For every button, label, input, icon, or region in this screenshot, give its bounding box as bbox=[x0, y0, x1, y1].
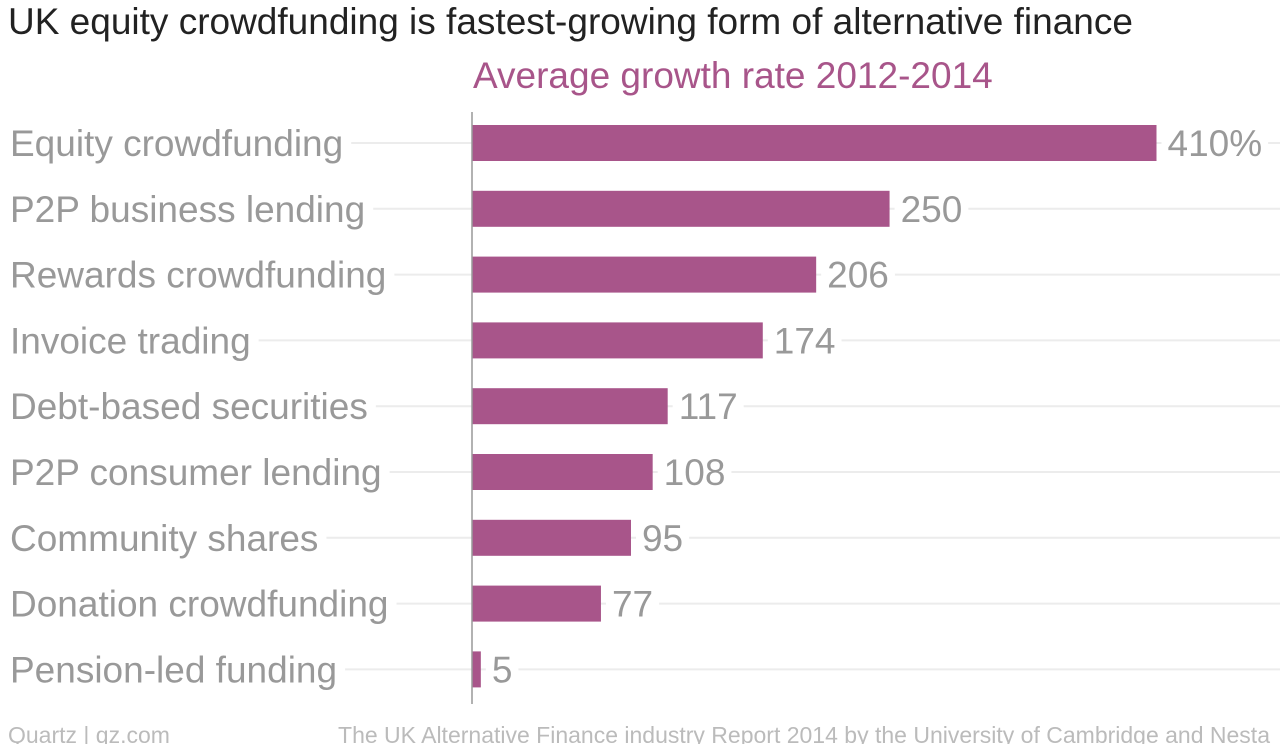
bar bbox=[472, 519, 631, 556]
category-label-group: P2P business lending bbox=[6, 188, 374, 230]
bar bbox=[472, 454, 653, 490]
value-label-background bbox=[821, 254, 895, 296]
category-label: Rewards crowdfunding bbox=[10, 255, 386, 296]
value-label-background bbox=[1161, 123, 1269, 164]
category-label-background bbox=[6, 583, 397, 625]
chart-title: UK equity crowdfunding is fastest-growin… bbox=[8, 1, 1133, 42]
category-label-group: Debt-based securities bbox=[6, 386, 376, 428]
category-label-group: Rewards crowdfunding bbox=[6, 254, 395, 296]
category-label-background bbox=[6, 123, 352, 164]
bar bbox=[472, 190, 890, 227]
category-label: P2P consumer lending bbox=[10, 452, 382, 493]
category-label-background bbox=[6, 320, 259, 362]
value-label-background bbox=[485, 649, 519, 691]
value-label: 117 bbox=[679, 386, 738, 427]
bar bbox=[472, 256, 817, 293]
value-label: 174 bbox=[774, 320, 836, 361]
category-label: Donation crowdfunding bbox=[10, 584, 388, 625]
value-label-group: 117 bbox=[672, 386, 744, 428]
value-label-background bbox=[672, 386, 744, 428]
category-label: Invoice trading bbox=[10, 320, 251, 361]
category-label-group: Donation crowdfunding bbox=[6, 583, 397, 625]
value-label-background bbox=[635, 517, 690, 559]
value-labels: 410% 250 206 174 117 108 95 77 5 bbox=[485, 123, 1269, 691]
value-label: 206 bbox=[827, 255, 889, 296]
value-label: 77 bbox=[612, 584, 653, 625]
category-label-background bbox=[6, 649, 346, 691]
value-label-group: 5 bbox=[485, 649, 519, 691]
value-label: 5 bbox=[492, 649, 513, 690]
value-label: 95 bbox=[642, 518, 683, 559]
category-label-group: Community shares bbox=[6, 517, 327, 559]
chart-subtitle: Average growth rate 2012-2014 bbox=[473, 55, 993, 96]
value-label-background bbox=[657, 452, 732, 493]
bar bbox=[472, 585, 601, 622]
value-label: 250 bbox=[901, 189, 963, 230]
bar bbox=[472, 651, 481, 688]
bars bbox=[472, 125, 1157, 688]
value-label-group: 95 bbox=[635, 517, 690, 559]
category-label-background bbox=[6, 188, 374, 230]
category-label-background bbox=[6, 452, 390, 493]
category-label: P2P business lending bbox=[10, 189, 365, 230]
bar bbox=[472, 125, 1157, 161]
bar bbox=[472, 388, 668, 425]
category-label-group: Invoice trading bbox=[6, 320, 259, 362]
category-label: Debt-based securities bbox=[10, 386, 368, 427]
category-labels: Equity crowdfunding P2P business lending R… bbox=[6, 123, 397, 691]
category-label: Equity crowdfunding bbox=[10, 123, 343, 164]
value-label: 108 bbox=[664, 452, 726, 493]
value-label-background bbox=[894, 188, 969, 230]
category-label-group: P2P consumer lending bbox=[6, 452, 390, 493]
category-label: Pension-led funding bbox=[10, 649, 337, 690]
bar bbox=[472, 322, 763, 359]
category-label-background bbox=[6, 254, 395, 296]
value-label-group: 174 bbox=[767, 320, 842, 362]
footer-source: The UK Alternative Finance industry Repo… bbox=[338, 722, 1270, 744]
category-label-group: Pension-led funding bbox=[6, 649, 346, 691]
value-label-background bbox=[767, 320, 842, 362]
value-label-group: 250 bbox=[894, 188, 969, 230]
footer-credit: Quartz | qz.com bbox=[8, 722, 170, 744]
category-label-background bbox=[6, 386, 376, 428]
value-label: 410% bbox=[1168, 123, 1263, 164]
value-label-group: 206 bbox=[821, 254, 895, 296]
category-label: Community shares bbox=[10, 518, 318, 559]
category-label-group: Equity crowdfunding bbox=[6, 123, 352, 164]
value-label-background bbox=[605, 583, 660, 625]
category-label-background bbox=[6, 517, 327, 559]
value-label-group: 410% bbox=[1161, 123, 1269, 164]
value-label-group: 108 bbox=[657, 452, 732, 493]
value-label-group: 77 bbox=[605, 583, 660, 625]
